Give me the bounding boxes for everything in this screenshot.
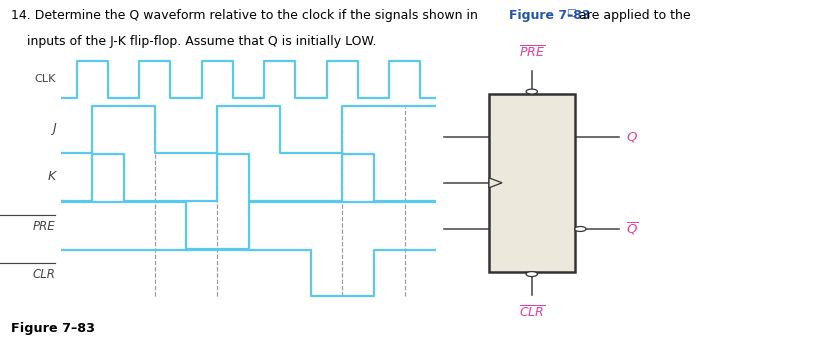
Text: PRE: PRE <box>33 220 55 233</box>
Text: Figure 7–83: Figure 7–83 <box>509 9 591 22</box>
Text: $\overline{PRE}$: $\overline{PRE}$ <box>518 44 545 60</box>
FancyBboxPatch shape <box>489 94 575 272</box>
Text: CLK: CLK <box>34 74 55 84</box>
Text: inputs of the J-K flip-flop. Assume that Q is initially LOW.: inputs of the J-K flip-flop. Assume that… <box>27 36 377 49</box>
Text: K: K <box>497 223 505 235</box>
Text: are applied to the: are applied to the <box>575 9 691 22</box>
Text: $Q$: $Q$ <box>626 130 638 144</box>
Polygon shape <box>489 178 502 188</box>
Text: J: J <box>51 122 55 135</box>
Text: $\overline{CLR}$: $\overline{CLR}$ <box>518 305 545 320</box>
Text: 14. Determine the Q waveform relative to the clock if the signals shown in: 14. Determine the Q waveform relative to… <box>11 9 482 22</box>
Text: J: J <box>497 130 501 143</box>
Text: Figure 7–83: Figure 7–83 <box>11 322 95 335</box>
Circle shape <box>526 272 538 277</box>
Text: CLR: CLR <box>33 268 55 280</box>
Circle shape <box>575 226 586 231</box>
Text: $\overline{Q}$: $\overline{Q}$ <box>626 221 638 237</box>
Text: K: K <box>47 170 55 183</box>
Text: C: C <box>510 176 519 189</box>
Circle shape <box>526 89 538 94</box>
Text: □: □ <box>566 8 575 18</box>
